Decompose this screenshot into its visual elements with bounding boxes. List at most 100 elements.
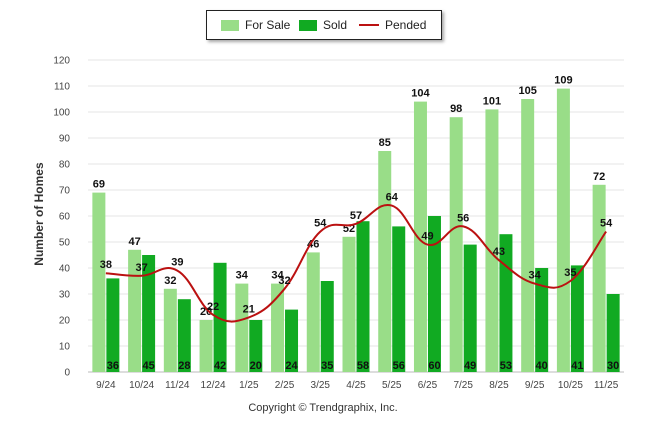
label-pended: 49 [421,231,433,243]
bar-for-sale[interactable] [306,252,320,372]
label-pended: 35 [564,267,576,279]
bar-sold[interactable] [535,268,549,372]
label-for-sale: 85 [379,137,391,149]
bar-sold[interactable] [285,309,299,372]
legend-item-pended[interactable]: Pended [359,18,426,32]
label-sold: 60 [428,360,440,372]
legend-item-for-sale[interactable]: For Sale [221,18,290,32]
y-tick-label: 70 [59,186,71,197]
x-tick-label: 11/25 [594,380,619,391]
bars [92,88,620,373]
label-pended: 64 [386,192,399,204]
bar-for-sale[interactable] [271,283,285,372]
y-tick-label: 0 [64,368,70,379]
bar-for-sale[interactable] [163,288,177,372]
x-tick-label: 4/25 [346,380,366,391]
label-for-sale: 34 [271,270,284,282]
bar-sold[interactable] [463,244,477,372]
x-tick-label: 7/25 [453,380,473,391]
x-tick-label: 2/25 [275,380,295,391]
x-tick-label: 11/24 [165,380,190,391]
bar-for-sale[interactable] [556,88,570,372]
label-sold: 30 [607,360,619,372]
label-pended: 34 [529,270,542,282]
label-pended: 56 [457,212,469,224]
bar-sold[interactable] [606,294,620,372]
bar-labels: 6936474532282042342034244635525885561046… [93,75,620,372]
legend-label-for-sale: For Sale [245,18,291,32]
bar-for-sale[interactable] [592,184,606,372]
label-for-sale: 20 [200,306,212,318]
x-tick-label: 8/25 [489,380,509,391]
label-for-sale: 105 [518,85,536,97]
bar-sold[interactable] [249,320,263,372]
bar-for-sale[interactable] [92,192,106,372]
y-axis-ticks: 0 10 20 30 40 50 60 70 80 90 100 110 120 [53,56,70,379]
legend-item-sold[interactable]: Sold [299,18,347,32]
grid-lines [88,59,624,373]
bar-sold[interactable] [142,255,156,372]
y-tick-label: 30 [59,290,71,301]
bar-sold[interactable] [392,226,406,372]
y-axis-title: Number of Homes [32,162,46,266]
x-tick-label: 3/25 [311,380,331,391]
bar-for-sale[interactable] [485,109,499,373]
bar-sold[interactable] [356,221,370,372]
bar-for-sale[interactable] [449,117,463,372]
bar-for-sale[interactable] [199,320,213,372]
label-sold: 53 [500,360,512,372]
bar-for-sale[interactable] [235,283,249,372]
label-sold: 41 [571,360,583,372]
label-sold: 42 [214,360,226,372]
x-tick-label: 12/24 [201,380,226,391]
legend: For Sale Sold Pended [206,10,442,40]
label-sold: 40 [536,360,548,372]
bar-for-sale[interactable] [378,151,392,372]
label-pended: 32 [278,275,290,287]
bar-for-sale[interactable] [342,236,356,372]
y-tick-label: 100 [53,108,70,119]
bar-for-sale[interactable] [413,101,427,372]
label-for-sale: 46 [307,238,319,250]
pended-line: 38 37 39 22 21 32 54 57 64 49 56 43 34 35 54 [100,192,613,323]
bar-for-sale[interactable] [128,249,142,372]
x-tick-label: 9/25 [525,380,545,391]
bar-sold[interactable] [177,299,191,372]
label-pended: 54 [314,218,327,230]
x-tick-label: 9/24 [96,380,116,391]
legend-label-pended: Pended [385,18,427,32]
pended-series-line[interactable] [105,203,607,323]
y-tick-label: 80 [59,160,71,171]
bar-sold[interactable] [106,278,120,372]
x-tick-label: 5/25 [382,380,402,391]
label-for-sale: 32 [164,275,176,287]
label-sold: 56 [393,360,405,372]
y-tick-label: 90 [59,134,71,145]
label-sold: 49 [464,360,476,372]
label-sold: 28 [178,360,190,372]
label-pended: 22 [207,301,219,313]
bar-for-sale[interactable] [521,99,535,372]
legend-label-sold: Sold [323,18,348,32]
y-tick-label: 50 [59,238,71,249]
bar-sold[interactable] [427,216,441,372]
for-sale-swatch [221,19,239,31]
copyright-text: Copyright © Trendgraphix, Inc. [248,402,398,414]
bar-sold[interactable] [570,265,584,372]
y-tick-label: 10 [59,342,71,353]
label-for-sale: 34 [236,270,249,282]
x-tick-label: 6/25 [418,380,438,391]
bar-sold[interactable] [320,281,334,372]
label-for-sale: 69 [93,179,105,191]
label-sold: 35 [321,360,333,372]
label-pended: 37 [135,262,147,274]
bar-sold[interactable] [213,262,227,372]
label-for-sale: 47 [128,236,140,248]
label-sold: 36 [107,360,119,372]
y-tick-label: 120 [53,56,70,67]
sold-swatch [299,19,317,31]
y-tick-label: 60 [59,212,71,223]
x-axis-ticks: 9/24 10/24 11/24 12/24 1/25 2/25 3/25 4/25 5/25 6… [96,380,619,391]
x-tick-label: 10/24 [129,380,154,391]
